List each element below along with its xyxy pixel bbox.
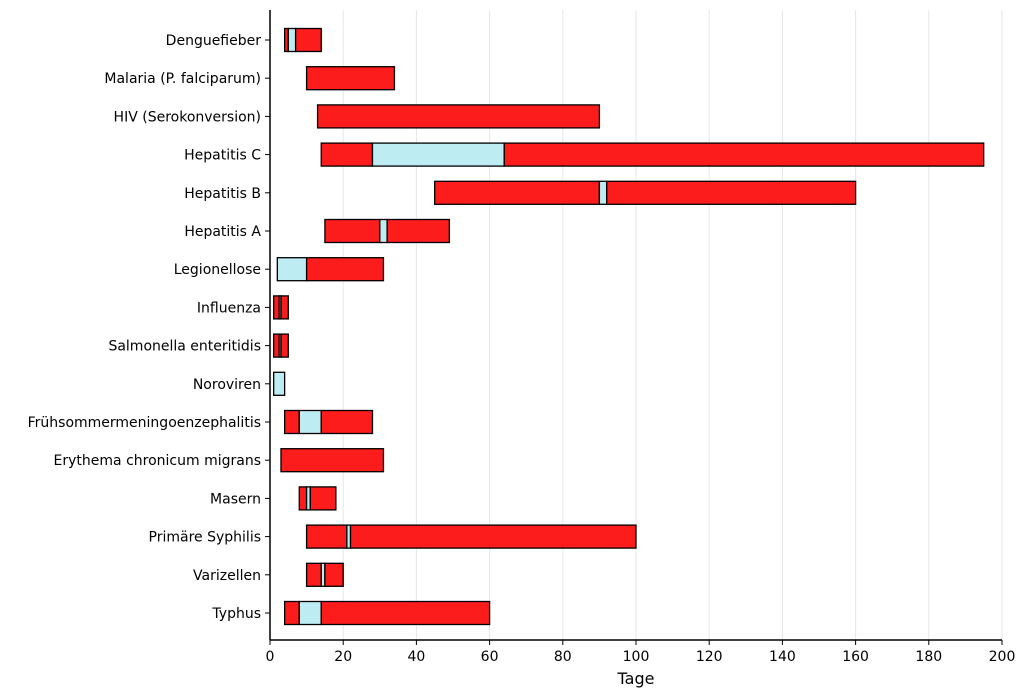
x-tick-label-180: 180 bbox=[915, 649, 942, 665]
y-tick-label-primäre-syphilis: Primäre Syphilis bbox=[149, 530, 261, 546]
y-tick-label-typhus: Typhus bbox=[211, 606, 261, 622]
y-tick-label-malaria-p-falciparum: Malaria (P. falciparum) bbox=[104, 71, 261, 87]
bar-salmonella-enteritidis bbox=[273, 333, 289, 358]
bar-legionellose bbox=[276, 257, 385, 282]
y-tick-label-frühsommermeningoenzephalitis: Frühsommermeningoenzephalitis bbox=[28, 415, 261, 431]
y-tick-label-varizellen: Varizellen bbox=[193, 568, 261, 584]
y-tick-label-hepatitis-b: Hepatitis B bbox=[184, 186, 261, 202]
bar-segment-legionellose-0 bbox=[276, 257, 308, 282]
bar-segment-denguefieber-1 bbox=[287, 27, 297, 53]
bar-segment-typhus-0 bbox=[283, 600, 300, 626]
bar-typhus bbox=[283, 600, 491, 626]
x-ticks: 0 20 40 60 80 100 120 140 160 180 200 bbox=[266, 640, 1016, 665]
bars-layer bbox=[273, 27, 985, 626]
bar-segment-hepatitis-c-2 bbox=[503, 142, 985, 167]
bar-segment-hepatitis-b-1 bbox=[598, 180, 608, 205]
bar-segment-salmonella-enteritidis-0 bbox=[273, 333, 280, 358]
x-tick-label-120: 120 bbox=[696, 649, 723, 665]
bar-segment-denguefieber-2 bbox=[294, 27, 322, 53]
bar-erythema-chronicum-migrans bbox=[280, 448, 385, 473]
x-tick-label-40: 40 bbox=[407, 649, 425, 665]
bar-segment-legionellose-1 bbox=[305, 257, 385, 282]
bar-segment-hepatitis-a-2 bbox=[386, 218, 450, 244]
bar-segment-masern-2 bbox=[309, 486, 337, 511]
bar-segment-influenza-2 bbox=[280, 295, 289, 320]
y-tick-label-salmonella-enteritidis: Salmonella enteritidis bbox=[108, 339, 261, 355]
x-tick-label-160: 160 bbox=[842, 649, 869, 665]
bar-segment-malaria-p-falciparum-0 bbox=[305, 66, 396, 91]
bar-segment-primäre-syphilis-0 bbox=[305, 524, 348, 549]
bar-masern bbox=[298, 486, 337, 511]
y-tick-label-legionellose: Legionellose bbox=[174, 262, 261, 278]
bar-segment-hepatitis-b-0 bbox=[434, 180, 601, 205]
x-tick-label-0: 0 bbox=[266, 649, 275, 665]
x-tick-label-140: 140 bbox=[769, 649, 796, 665]
y-tick-label-masern: Masern bbox=[210, 491, 261, 507]
y-tick-label-denguefieber: Denguefieber bbox=[166, 33, 262, 49]
y-tick-label-hiv-serokonversion: HIV (Serokonversion) bbox=[114, 109, 261, 125]
bar-segment-primäre-syphilis-2 bbox=[349, 524, 637, 549]
y-tick-label-influenza: Influenza bbox=[197, 300, 261, 316]
bar-segment-hepatitis-a-0 bbox=[324, 218, 381, 244]
bar-malaria-p-falciparum bbox=[305, 66, 396, 91]
y-tick-label-hepatitis-a: Hepatitis A bbox=[184, 224, 261, 240]
bar-segment-hepatitis-b-2 bbox=[606, 180, 857, 205]
bar-segment-varizellen-0 bbox=[305, 562, 322, 587]
bar-noroviren bbox=[273, 371, 286, 396]
bar-segment-hepatitis-c-0 bbox=[320, 142, 374, 167]
y-tick-label-erythema-chronicum-migrans: Erythema chronicum migrans bbox=[54, 453, 261, 469]
bar-segment-frühsommermeningoenzephalitis-0 bbox=[283, 409, 300, 435]
bar-frühsommermeningoenzephalitis bbox=[283, 409, 374, 435]
y-tick-label-hepatitis-c: Hepatitis C bbox=[184, 148, 261, 164]
x-tick-label-20: 20 bbox=[334, 649, 352, 665]
bar-segment-frühsommermeningoenzephalitis-1 bbox=[298, 409, 322, 435]
y-tick-label-noroviren: Noroviren bbox=[193, 377, 261, 393]
bar-denguefieber bbox=[283, 27, 322, 53]
bar-segment-hepatitis-a-1 bbox=[379, 218, 388, 244]
bar-segment-noroviren-0 bbox=[273, 371, 286, 396]
bar-hepatitis-b bbox=[434, 180, 857, 205]
bar-hepatitis-c bbox=[320, 142, 985, 167]
bar-segment-typhus-1 bbox=[298, 600, 322, 626]
bar-segment-hiv-serokonversion-0 bbox=[316, 104, 601, 129]
bar-primäre-syphilis bbox=[305, 524, 637, 549]
x-tick-label-80: 80 bbox=[554, 649, 572, 665]
bar-hiv-serokonversion bbox=[316, 104, 601, 129]
bar-varizellen bbox=[305, 562, 344, 587]
bar-segment-hepatitis-c-1 bbox=[371, 142, 505, 167]
bar-influenza bbox=[273, 295, 289, 320]
bar-segment-typhus-2 bbox=[320, 600, 491, 626]
bar-segment-frühsommermeningoenzephalitis-2 bbox=[320, 409, 374, 435]
bar-segment-salmonella-enteritidis-2 bbox=[280, 333, 289, 358]
bar-hepatitis-a bbox=[324, 218, 450, 244]
bar-segment-masern-0 bbox=[298, 486, 308, 511]
x-axis-title: Tage bbox=[617, 669, 655, 688]
bar-segment-influenza-0 bbox=[273, 295, 280, 320]
x-tick-label-200: 200 bbox=[989, 649, 1016, 665]
bar-segment-erythema-chronicum-migrans-0 bbox=[280, 448, 385, 473]
x-tick-label-60: 60 bbox=[481, 649, 499, 665]
x-tick-label-100: 100 bbox=[623, 649, 650, 665]
y-ticks: Denguefieber Malaria (P. falciparum) HIV (… bbox=[28, 33, 270, 622]
bar-segment-varizellen-2 bbox=[324, 562, 344, 587]
